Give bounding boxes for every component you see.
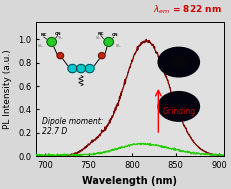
Circle shape <box>158 47 199 77</box>
Circle shape <box>158 92 199 121</box>
Text: Dipole moment:
22.7 D: Dipole moment: 22.7 D <box>42 117 103 136</box>
Y-axis label: PL Intensity (a.u.): PL Intensity (a.u.) <box>3 49 12 129</box>
Circle shape <box>170 56 187 68</box>
Text: $\lambda_{em}$ = 822 nm: $\lambda_{em}$ = 822 nm <box>153 4 222 16</box>
X-axis label: Wavelength (nm): Wavelength (nm) <box>82 176 177 186</box>
Text: Grinding: Grinding <box>163 107 196 116</box>
